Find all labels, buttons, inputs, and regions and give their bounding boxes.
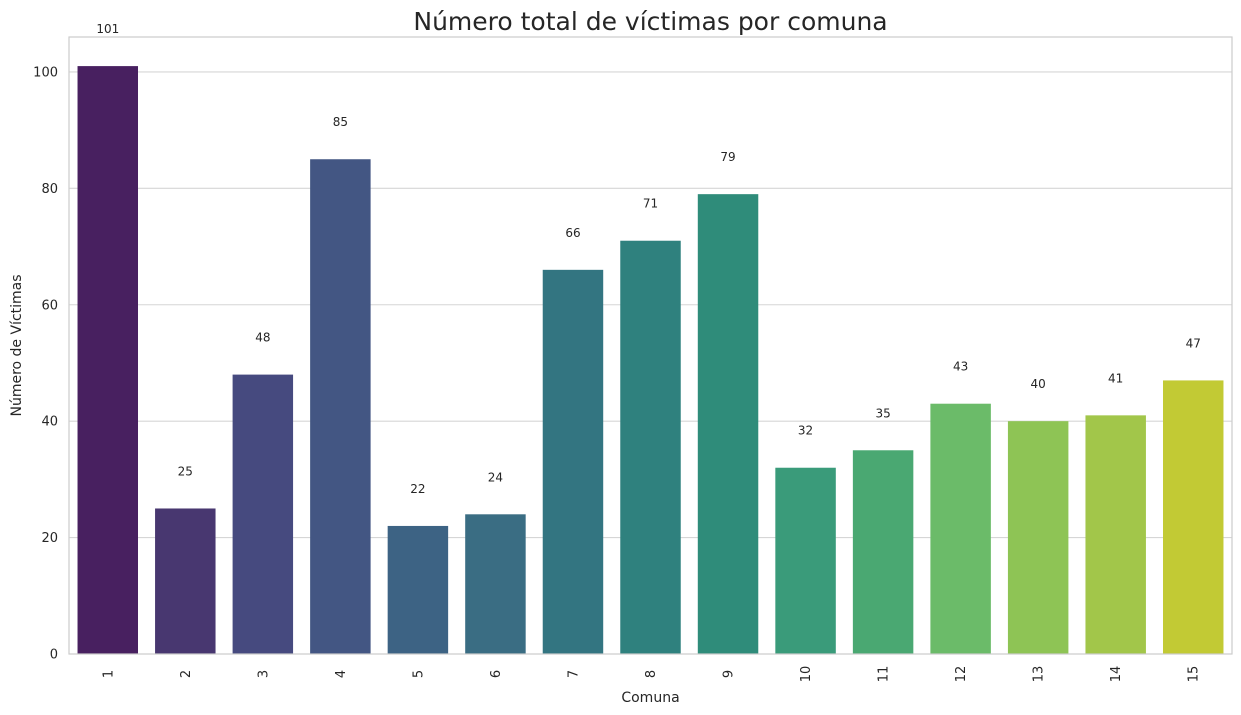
y-tick-label: 40 bbox=[41, 415, 58, 430]
x-tick-labels: 1 2 3 4 5 6 7 8 9 10 11 12 13 14 15 bbox=[101, 666, 1201, 683]
chart-title: Número total de víctimas por comuna bbox=[413, 7, 887, 36]
data-label: 66 bbox=[565, 226, 580, 240]
x-tick-label: 13 bbox=[1032, 666, 1047, 683]
plot-frame bbox=[68, 36, 1233, 655]
y-tick-labels: 0 20 40 60 80 100 bbox=[33, 65, 58, 662]
data-label: 35 bbox=[875, 406, 890, 420]
data-label: 79 bbox=[720, 150, 735, 164]
data-label: 41 bbox=[1108, 371, 1123, 385]
data-label: 48 bbox=[255, 331, 270, 345]
x-axis-label: Comuna bbox=[621, 690, 679, 706]
bar-comuna-15 bbox=[1162, 380, 1224, 654]
data-label: 22 bbox=[410, 482, 425, 496]
y-tick-label: 60 bbox=[41, 298, 58, 313]
data-label: 32 bbox=[798, 424, 813, 438]
bar-comuna-10 bbox=[775, 467, 836, 654]
y-tick-label: 80 bbox=[41, 182, 58, 197]
x-tick-label: 6 bbox=[489, 670, 504, 678]
bar-comuna-1 bbox=[77, 66, 139, 655]
bar-comuna-4 bbox=[310, 159, 371, 655]
y-tick-label: 20 bbox=[41, 531, 58, 546]
x-tick-label: 9 bbox=[722, 670, 737, 678]
data-label: 40 bbox=[1031, 377, 1046, 391]
bar-comuna-7 bbox=[542, 269, 604, 654]
y-tick-label: 100 bbox=[33, 65, 58, 80]
data-label: 25 bbox=[178, 464, 193, 478]
bar-comuna-8 bbox=[620, 240, 681, 654]
bar-comuna-9 bbox=[697, 194, 759, 654]
x-tick-label: 14 bbox=[1109, 666, 1124, 683]
x-tick-label: 1 bbox=[101, 670, 116, 678]
x-tick-label: 5 bbox=[411, 670, 426, 678]
bars bbox=[77, 66, 1224, 655]
bar-comuna-6 bbox=[465, 514, 526, 654]
data-label: 101 bbox=[96, 22, 119, 36]
y-axis-label: Número de Víctimas bbox=[9, 274, 25, 416]
data-label: 47 bbox=[1186, 336, 1201, 350]
x-tick-label: 7 bbox=[566, 670, 581, 678]
x-tick-label: 3 bbox=[256, 670, 271, 678]
data-label: 71 bbox=[643, 197, 658, 211]
data-label: 24 bbox=[488, 470, 503, 484]
x-tick-label: 8 bbox=[644, 670, 659, 678]
bar-comuna-14 bbox=[1085, 415, 1146, 654]
x-tick-label: 15 bbox=[1187, 666, 1202, 683]
x-tick-label: 11 bbox=[877, 666, 892, 683]
data-label: 43 bbox=[953, 360, 968, 374]
x-tick-label: 10 bbox=[799, 666, 814, 683]
bar-comuna-11 bbox=[852, 450, 914, 654]
bar-comuna-5 bbox=[387, 525, 449, 654]
data-label: 85 bbox=[333, 115, 348, 129]
x-tick-label: 12 bbox=[954, 666, 969, 683]
bar-comuna-2 bbox=[155, 508, 216, 654]
x-tick-label: 4 bbox=[334, 670, 349, 678]
bar-comuna-12 bbox=[930, 403, 991, 654]
x-tick-label: 2 bbox=[179, 670, 194, 678]
data-labels: 101 25 48 85 22 24 66 71 79 32 35 43 40 41 47 bbox=[96, 22, 1201, 496]
bar-comuna-13 bbox=[1007, 421, 1069, 654]
y-tick-label: 0 bbox=[50, 648, 58, 663]
bar-comuna-3 bbox=[232, 374, 294, 654]
